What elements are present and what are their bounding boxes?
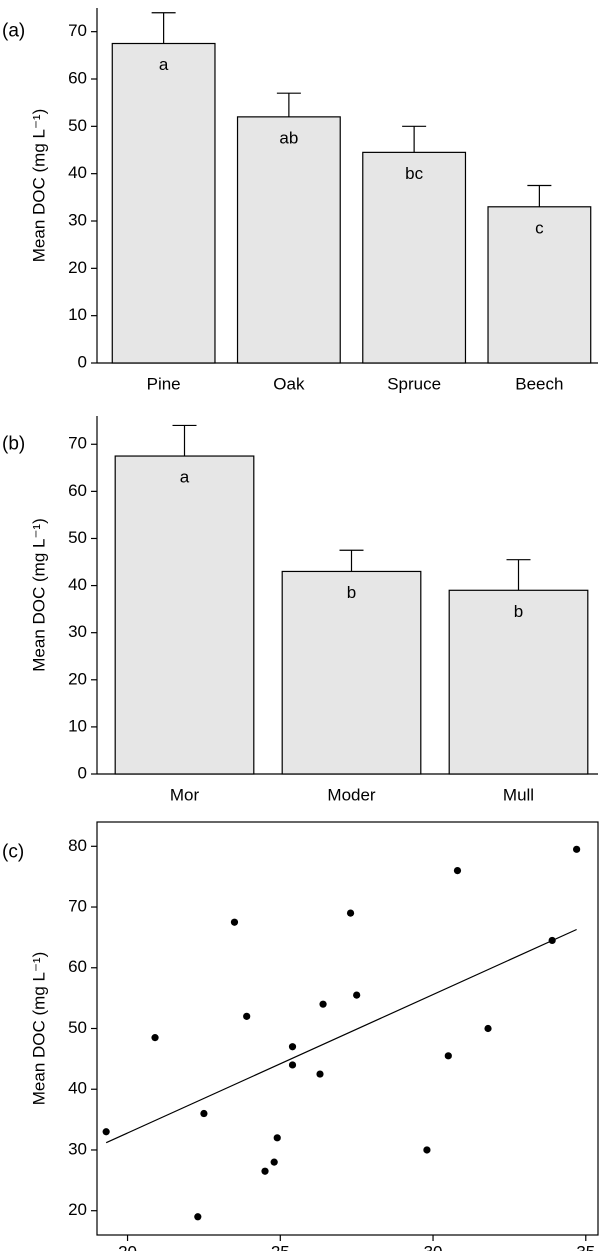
point (573, 845, 581, 853)
point (102, 1128, 110, 1136)
x-tick-label: Mor (170, 785, 200, 804)
bar (487, 206, 592, 364)
x-tick-label: 20 (118, 1242, 137, 1251)
point (151, 1034, 159, 1042)
y-tick-label: 10 (68, 305, 87, 324)
x-tick-label: Pine (147, 374, 181, 393)
y-tick-label: 30 (68, 622, 87, 641)
point (346, 909, 355, 917)
point (194, 1213, 202, 1221)
y-axis-label: Mean DOC (mg L⁻¹) (29, 952, 48, 1106)
y-tick-label: 10 (68, 716, 87, 735)
significance-letter: ab (279, 128, 298, 147)
point (200, 1109, 208, 1118)
y-tick-label: 30 (68, 1139, 87, 1158)
point (270, 1158, 278, 1166)
y-tick-label: 40 (68, 163, 87, 182)
panel-label: (b) (2, 433, 25, 454)
x-tick-label: Spruce (387, 374, 441, 393)
y-tick-label: 50 (68, 116, 87, 135)
x-tick-label: 25 (271, 1242, 290, 1251)
panel-label: (c) (2, 841, 24, 862)
significance-letter: bc (405, 164, 423, 183)
x-tick-label: Moder (327, 785, 376, 804)
point (273, 1134, 281, 1142)
significance-letter: c (535, 218, 544, 237)
y-tick-label: 50 (68, 1018, 87, 1037)
bar (236, 116, 341, 364)
bar (448, 589, 589, 775)
y-tick-label: 60 (68, 481, 87, 500)
bar (362, 151, 467, 364)
point (316, 1070, 324, 1078)
x-tick-label: Beech (515, 374, 563, 393)
point (353, 991, 361, 999)
panel-label: (a) (2, 21, 25, 42)
y-tick-label: 30 (68, 210, 87, 229)
x-tick-label: 35 (576, 1242, 595, 1251)
y-tick-label: 20 (68, 669, 87, 688)
x-tick-label: 30 (424, 1242, 443, 1251)
point (423, 1146, 431, 1154)
point (230, 918, 239, 926)
significance-letter: a (180, 468, 190, 487)
y-axis-label: Mean DOC (mg L⁻¹) (29, 518, 48, 672)
point (243, 1012, 251, 1020)
point (444, 1052, 452, 1060)
y-tick-label: 80 (68, 836, 87, 855)
y-tick-label: 20 (68, 1200, 87, 1219)
y-tick-label: 60 (68, 957, 87, 976)
point (319, 1000, 327, 1008)
point (288, 1061, 297, 1069)
significance-letter: b (347, 583, 356, 602)
point (484, 1024, 492, 1033)
y-tick-label: 40 (68, 1079, 87, 1098)
plot-frame (96, 821, 599, 1236)
y-tick-label: 70 (68, 897, 87, 916)
bar (111, 42, 216, 364)
y-tick-label: 70 (68, 434, 87, 453)
point (288, 1043, 297, 1051)
y-tick-label: 70 (68, 21, 87, 40)
y-tick-label: 50 (68, 528, 87, 547)
point (261, 1167, 269, 1175)
bar (281, 570, 422, 775)
point (548, 936, 556, 945)
significance-letter: a (159, 55, 169, 74)
y-tick-label: 60 (68, 68, 87, 87)
bar (114, 455, 255, 775)
trend-line (105, 928, 577, 1144)
significance-letter: b (514, 602, 523, 621)
x-tick-label: Mull (503, 785, 534, 804)
y-axis-label: Mean DOC (mg L⁻¹) (29, 109, 48, 263)
y-tick-label: 40 (68, 575, 87, 594)
y-tick-label: 0 (78, 763, 87, 782)
point (453, 866, 462, 875)
y-tick-label: 0 (78, 352, 87, 371)
y-tick-label: 20 (68, 258, 87, 277)
x-tick-label: Oak (273, 374, 305, 393)
